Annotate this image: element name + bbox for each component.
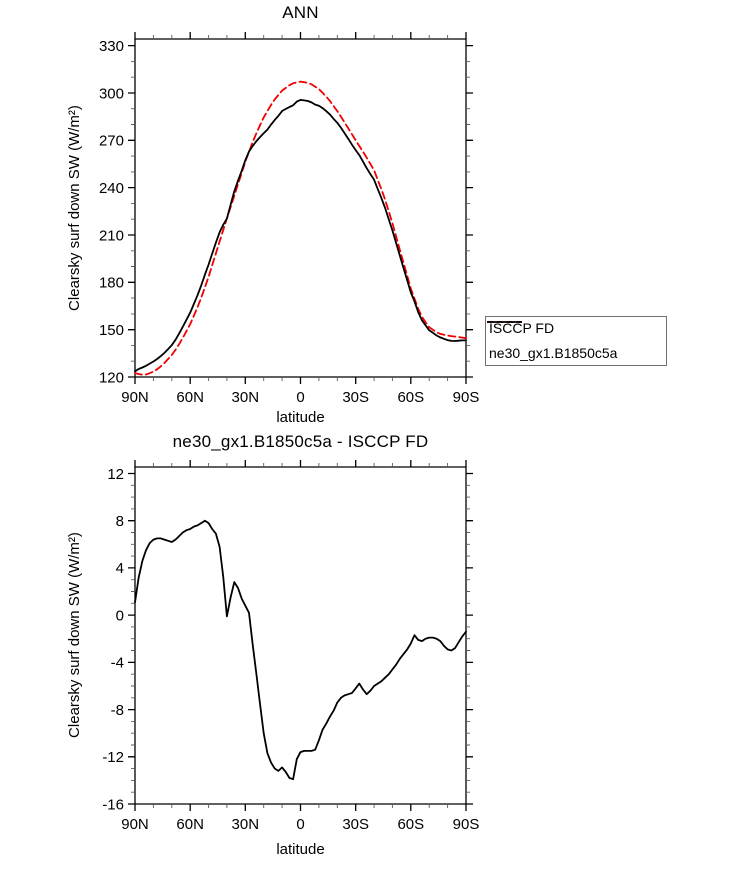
bottom-y-tick-label: -4 <box>111 655 124 672</box>
top-y-tick-label: 330 <box>99 38 124 55</box>
top-frame <box>134 38 467 378</box>
bottom-chart-title: ne30_gx1.B1850c5a - ISCCP FD <box>172 432 429 451</box>
bottom-x-tick-label: 0 <box>296 816 304 833</box>
bottom-y-tick-label: -8 <box>111 702 124 719</box>
black-solid-line-sample <box>487 321 522 323</box>
top-chart: 90N 60N 30N 0 30S 60S 90S 120 150 180 210 240 270 300… <box>99 32 479 406</box>
top-x-tick-label: 30S <box>342 389 369 406</box>
top-y-tick-label: 240 <box>99 180 124 197</box>
bottom-chart-x-axis-title: latitude <box>276 841 325 858</box>
legend-entry-model: ne30_gx1.B1850c5a <box>487 321 666 366</box>
bottom-y-tick-label: -16 <box>102 796 124 813</box>
top-major-ticks <box>128 32 473 384</box>
bottom-chart: 90N 60N 30N 0 30S 60S 90S -16 -12 -8 -4 0 4 8 12 <box>102 460 479 833</box>
bottom-y-tick-label: 8 <box>116 513 124 530</box>
bottom-x-tick-label: 30N <box>232 816 260 833</box>
top-y-tick-label: 210 <box>99 227 124 244</box>
top-x-tick-label: 60N <box>176 389 204 406</box>
top-chart-y-axis-title: Clearsky surf down SW (W/m²) <box>66 105 83 311</box>
bottom-y-tick-label: 4 <box>116 560 124 577</box>
bottom-x-tick-label: 60S <box>397 816 424 833</box>
top-x-tick-label: 0 <box>296 389 304 406</box>
top-y-tick-label: 270 <box>99 133 124 150</box>
bottom-x-tick-label: 90N <box>121 816 149 833</box>
top-x-tick-label: 90N <box>121 389 149 406</box>
bottom-x-tick-label: 30S <box>342 816 369 833</box>
bottom-chart-y-axis-title: Clearsky surf down SW (W/m²) <box>66 532 83 738</box>
top-series-ne30-gx1-b1850c5a <box>134 99 467 373</box>
bottom-x-tick-label: 90S <box>453 816 480 833</box>
legend-label-model: ne30_gx1.B1850c5a <box>489 345 618 361</box>
legend-box: ISCCP FD ne30_gx1.B1850c5a <box>485 316 667 366</box>
bottom-series-ne30-gx1-b1850c5a-isccp-fd <box>134 519 467 781</box>
top-chart-x-axis-title: latitude <box>276 409 325 426</box>
top-y-tick-label: 120 <box>99 369 124 386</box>
top-series-isccp-fd <box>134 80 467 376</box>
top-y-tick-label: 150 <box>99 322 124 339</box>
top-y-tick-label: 180 <box>99 275 124 292</box>
bottom-x-tick-label: 60N <box>176 816 204 833</box>
bottom-y-tick-label: 0 <box>116 607 124 624</box>
bottom-y-tick-label: 12 <box>107 466 124 483</box>
top-x-tick-label: 60S <box>397 389 424 406</box>
bottom-major-ticks <box>128 460 473 811</box>
legend-label-isccp-fd: ISCCP FD <box>489 320 555 336</box>
top-x-tick-label: 30N <box>232 389 260 406</box>
top-minor-ticks <box>131 35 470 381</box>
top-chart-title: ANN <box>282 3 319 22</box>
bottom-minor-ticks <box>131 463 470 808</box>
bottom-y-tick-label: -12 <box>102 749 124 766</box>
top-x-tick-label: 90S <box>453 389 480 406</box>
top-y-tick-label: 300 <box>99 85 124 102</box>
